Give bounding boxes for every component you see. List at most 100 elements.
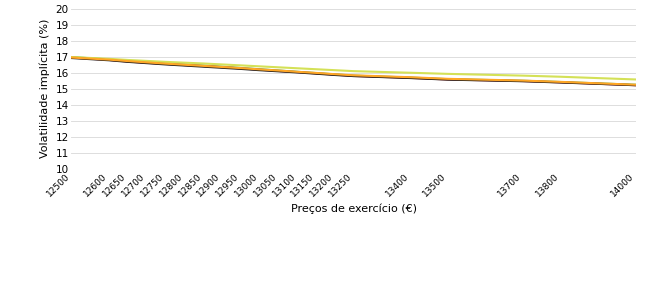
SVI O. Optimizada xyxy=(124,58,132,62)
SVI Natural xyxy=(275,70,282,73)
Line: SVI O. Optimizada: SVI O. Optimizada xyxy=(71,57,636,79)
SVI Natural xyxy=(143,61,151,65)
SVI Natural xyxy=(67,56,75,60)
Mercado xyxy=(237,66,245,70)
SVI Original xyxy=(632,84,640,87)
SVI Natural xyxy=(557,81,565,84)
SVI Original xyxy=(105,58,113,62)
SVI Natural xyxy=(105,58,113,62)
SVI O. Optimizada xyxy=(557,75,565,79)
SVI O. Optimizada xyxy=(180,61,188,64)
Modelo Polinomial xyxy=(218,65,226,69)
Mercado xyxy=(162,62,169,65)
Line: SVI Natural: SVI Natural xyxy=(71,58,636,85)
Modelo Polinomial xyxy=(312,71,320,75)
Modelo Polinomial xyxy=(557,80,565,84)
SVI Natural xyxy=(237,67,245,71)
Modelo Polinomial xyxy=(632,83,640,86)
Modelo Polinomial xyxy=(162,62,169,65)
Modelo Polinomial xyxy=(199,64,207,68)
Modelo Polinomial xyxy=(331,72,339,76)
Line: Modelo Polinomial: Modelo Polinomial xyxy=(71,58,636,85)
SVI O. Optimizada xyxy=(67,55,75,59)
SVI O. Optimizada xyxy=(406,71,414,74)
SVI Natural xyxy=(293,71,301,74)
Mercado xyxy=(293,70,301,74)
SVI O. Optimizada xyxy=(632,78,640,81)
Mercado xyxy=(519,79,527,83)
SVI Natural xyxy=(444,78,452,81)
Modelo Polinomial xyxy=(105,58,113,61)
SVI O. Optimizada xyxy=(143,59,151,63)
SVI Natural xyxy=(162,63,169,66)
SVI Natural xyxy=(256,68,263,72)
SVI Original xyxy=(275,69,282,73)
Mercado xyxy=(275,69,282,72)
SVI Original xyxy=(256,68,263,72)
SVI O. Optimizada xyxy=(275,65,282,69)
X-axis label: Preços de exercício (€): Preços de exercício (€) xyxy=(291,204,417,214)
SVI Natural xyxy=(218,66,226,70)
SVI O. Optimizada xyxy=(256,65,263,68)
Modelo Polinomial xyxy=(406,75,414,79)
SVI O. Optimizada xyxy=(444,72,452,76)
SVI O. Optimizada xyxy=(350,69,358,73)
Modelo Polinomial xyxy=(350,74,358,77)
Mercado xyxy=(406,76,414,79)
SVI O. Optimizada xyxy=(293,67,301,70)
SVI Natural xyxy=(350,74,358,78)
Modelo Polinomial xyxy=(293,70,301,74)
Modelo Polinomial xyxy=(275,69,282,72)
SVI Original xyxy=(350,74,358,78)
SVI Original xyxy=(162,62,169,66)
Y-axis label: Volatilidade implícita (%): Volatilidade implícita (%) xyxy=(40,19,50,158)
Modelo Polinomial xyxy=(143,61,151,64)
SVI Original xyxy=(293,70,301,74)
SVI Natural xyxy=(331,73,339,77)
Mercado xyxy=(105,58,113,61)
Mercado xyxy=(256,68,263,71)
Mercado xyxy=(350,74,358,77)
Mercado xyxy=(180,63,188,66)
SVI Original xyxy=(444,78,452,81)
Mercado xyxy=(67,55,75,59)
SVI Original xyxy=(218,65,226,69)
SVI Natural xyxy=(124,60,132,64)
Mercado xyxy=(331,72,339,76)
SVI Original xyxy=(312,72,320,75)
SVI O. Optimizada xyxy=(162,60,169,64)
Modelo Polinomial xyxy=(124,59,132,63)
Mercado xyxy=(143,61,151,64)
SVI O. Optimizada xyxy=(519,74,527,77)
SVI Natural xyxy=(632,84,640,87)
SVI Original xyxy=(143,61,151,65)
Mercado xyxy=(218,65,226,68)
SVI Original xyxy=(557,81,565,84)
SVI O. Optimizada xyxy=(199,62,207,65)
SVI Original xyxy=(180,63,188,67)
SVI Natural xyxy=(199,65,207,68)
SVI Original xyxy=(519,79,527,83)
Modelo Polinomial xyxy=(256,68,263,71)
SVI Natural xyxy=(519,79,527,83)
SVI Original xyxy=(406,76,414,80)
Modelo Polinomial xyxy=(180,63,188,67)
Mercado xyxy=(632,83,640,86)
SVI Original xyxy=(237,67,245,70)
SVI Original xyxy=(124,60,132,63)
SVI Original xyxy=(199,64,207,68)
Mercado xyxy=(124,59,132,63)
SVI O. Optimizada xyxy=(105,57,113,61)
SVI Natural xyxy=(312,72,320,75)
SVI Natural xyxy=(406,76,414,80)
SVI O. Optimizada xyxy=(237,64,245,67)
SVI Natural xyxy=(180,64,188,67)
Line: Mercado: Mercado xyxy=(71,57,636,85)
Modelo Polinomial xyxy=(444,77,452,81)
Modelo Polinomial xyxy=(237,66,245,70)
SVI O. Optimizada xyxy=(331,68,339,72)
Mercado xyxy=(557,80,565,84)
Mercado xyxy=(312,71,320,75)
Line: SVI Original: SVI Original xyxy=(71,58,636,85)
Mercado xyxy=(444,77,452,81)
